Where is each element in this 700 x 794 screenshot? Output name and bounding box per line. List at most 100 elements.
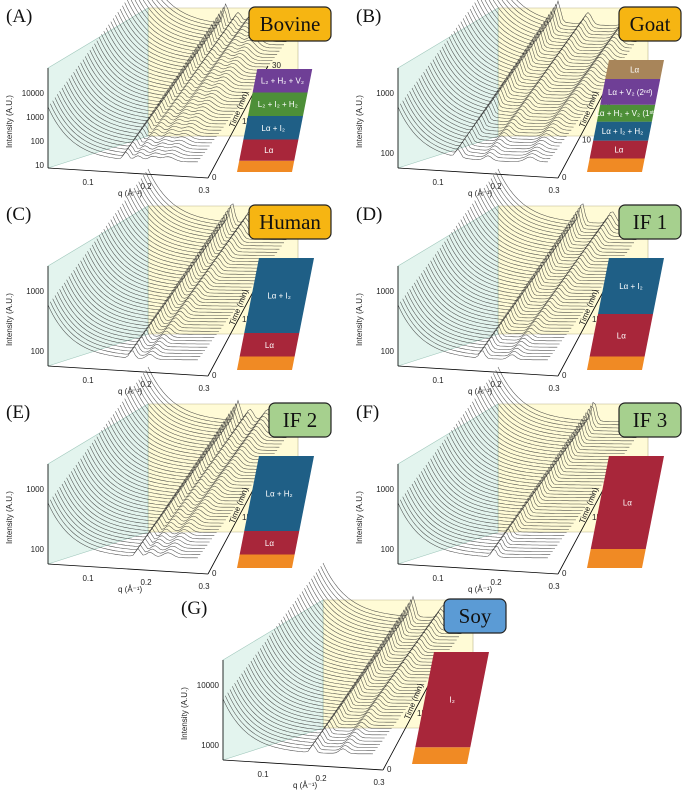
waterfall-trace bbox=[68, 78, 219, 134]
waterfall-trace bbox=[294, 600, 446, 657]
waterfall-trace bbox=[89, 445, 240, 502]
y-axis-label: Intensity (A.U.) bbox=[5, 491, 14, 544]
waterfall-trace bbox=[66, 279, 217, 335]
waterfall-trace bbox=[57, 94, 208, 150]
side-wall bbox=[397, 403, 499, 565]
waterfall-trace bbox=[444, 43, 595, 99]
waterfall-trace bbox=[407, 490, 558, 546]
phase-band-label: Lα bbox=[630, 66, 639, 75]
waterfall-trace bbox=[266, 638, 418, 695]
waterfall-trace bbox=[96, 238, 247, 294]
waterfall-trace bbox=[73, 468, 224, 524]
waterfall-trace bbox=[467, 407, 618, 464]
panel-label: (A) bbox=[6, 6, 32, 27]
waterfall-trace bbox=[77, 263, 229, 319]
waterfall-trace bbox=[47, 106, 199, 163]
phase-band-label: Lα bbox=[623, 498, 632, 507]
waterfall-trace bbox=[61, 483, 212, 540]
waterfall-trace bbox=[446, 436, 597, 492]
x-tick-label: 0.3 bbox=[548, 186, 560, 195]
waterfall-trace bbox=[59, 487, 210, 543]
waterfall-trace bbox=[50, 499, 201, 555]
time-tick-label: 15 bbox=[592, 513, 601, 522]
waterfall-trace bbox=[414, 84, 565, 140]
waterfall-trace bbox=[129, 392, 280, 448]
waterfall-trace bbox=[229, 689, 380, 745]
waterfall-trace bbox=[54, 97, 205, 153]
waterfall-trace bbox=[280, 619, 432, 676]
x-axis-line bbox=[47, 365, 209, 377]
waterfall-trace bbox=[59, 289, 210, 345]
waterfall-trace bbox=[75, 464, 226, 521]
phase-band-label: Lα + I₂ + H₂ bbox=[602, 127, 644, 136]
time-tick-label: 0 bbox=[212, 569, 217, 578]
waterfall-trace bbox=[488, 379, 639, 435]
waterfall-trace bbox=[318, 569, 469, 625]
sample-badge-label: Bovine bbox=[260, 12, 321, 36]
waterfall-trace bbox=[108, 420, 259, 476]
y-axis-label: Intensity (A.U.) bbox=[180, 687, 189, 740]
sample-badge-label: IF 3 bbox=[633, 408, 667, 432]
waterfall-trace bbox=[108, 24, 259, 80]
waterfall-trace bbox=[122, 203, 273, 259]
waterfall-trace bbox=[400, 499, 551, 555]
x-tick-label: 0.1 bbox=[432, 178, 444, 187]
waterfall-trace bbox=[94, 43, 245, 99]
phase-band bbox=[237, 356, 295, 370]
sample-badge-label: IF 1 bbox=[633, 210, 667, 234]
chart-panel: (A) 0.1 0.2 0.3 q (Å⁻¹) 10000 1000 100 10 Intensi… bbox=[5, 0, 332, 198]
waterfall-trace bbox=[432, 257, 583, 313]
time-tick-label: 0 bbox=[212, 173, 217, 182]
waterfall-trace bbox=[105, 27, 257, 84]
waterfall-trace bbox=[248, 664, 399, 720]
waterfall-trace bbox=[462, 18, 614, 74]
waterfall-trace bbox=[299, 594, 450, 650]
phase-band bbox=[589, 140, 649, 159]
waterfall-trace bbox=[434, 452, 586, 508]
phase-band-label: L₂ + I₂ + H₂ bbox=[258, 100, 298, 109]
waterfall-trace bbox=[425, 464, 576, 521]
waterfall-trace bbox=[479, 194, 630, 250]
waterfall-trace bbox=[47, 304, 199, 361]
waterfall-trace bbox=[432, 59, 583, 115]
y-tick-label: 1000 bbox=[26, 485, 44, 494]
waterfall-trace bbox=[483, 385, 634, 442]
waterfall-trace bbox=[472, 5, 623, 61]
y-tick-label: 100 bbox=[381, 347, 395, 356]
waterfall-trace bbox=[411, 87, 563, 144]
panel-label: (C) bbox=[6, 204, 31, 225]
waterfall-trace bbox=[227, 692, 378, 748]
waterfall-trace bbox=[262, 645, 413, 701]
waterfall-trace bbox=[117, 407, 268, 464]
waterfall-trace bbox=[101, 34, 252, 90]
waterfall-trace bbox=[400, 301, 551, 357]
waterfall-trace bbox=[397, 502, 549, 559]
waterfall-trace bbox=[481, 388, 632, 445]
waterfall-trace bbox=[101, 430, 252, 486]
waterfall-trace bbox=[483, 187, 634, 244]
x-axis-label: q (Å⁻¹) bbox=[293, 781, 318, 790]
waterfall-trace bbox=[131, 190, 282, 247]
waterfall-trace bbox=[52, 298, 203, 354]
waterfall-trace bbox=[115, 15, 266, 71]
waterfall-trace bbox=[84, 254, 236, 310]
waterfall-trace bbox=[423, 270, 574, 326]
waterfall-trace bbox=[437, 449, 588, 505]
waterfall-trace bbox=[416, 477, 567, 533]
phase-band-label: Lα bbox=[264, 146, 273, 155]
waterfall-trace bbox=[446, 40, 597, 96]
y-tick-label: 10 bbox=[35, 161, 44, 170]
phase-band bbox=[590, 456, 664, 549]
waterfall-trace bbox=[61, 285, 212, 342]
y-tick-label: 1000 bbox=[201, 741, 219, 750]
waterfall-trace bbox=[476, 197, 628, 253]
phase-band-label: Lα + I₂ bbox=[261, 124, 285, 133]
waterfall-trace bbox=[465, 15, 616, 71]
waterfall-trace bbox=[133, 385, 284, 442]
waterfall-trace bbox=[453, 30, 604, 87]
waterfall-trace bbox=[259, 648, 411, 704]
chart-panel: (F) 0.1 0.2 0.3 q (Å⁻¹) 1000 100 Intensity (A.U… bbox=[355, 366, 682, 594]
y-tick-label: 100 bbox=[31, 545, 45, 554]
waterfall-trace bbox=[117, 11, 268, 68]
